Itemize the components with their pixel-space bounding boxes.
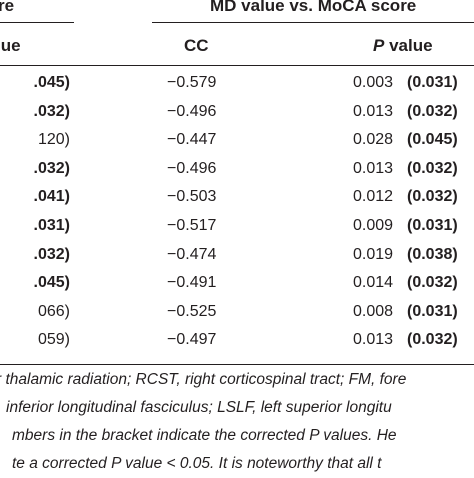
table-bottom-rule — [0, 364, 474, 365]
right-group-rule — [152, 22, 474, 23]
cc-cell: −0.491 — [167, 274, 217, 291]
corrected-p-cell: 066) — [37, 303, 70, 320]
cc-column-header: CC — [184, 36, 209, 55]
p-value-cell: 0.003 — [353, 74, 394, 91]
p-value-cell: 0.008 — [353, 303, 394, 320]
footnote-line: mbers in the bracket indicate the correc… — [12, 427, 397, 444]
cc-cell: −0.517 — [167, 217, 217, 234]
p-value-cell: 0.013 — [353, 331, 394, 348]
corrected-p-cell: .032) — [33, 246, 70, 263]
corrected-p-cell: .045) — [33, 274, 70, 291]
header-bottom-rule — [0, 65, 474, 66]
corrected-p-value-cell: (0.032) — [407, 331, 458, 348]
left-column-header: lue — [0, 36, 21, 55]
footnote-line: r thalamic radiation; RCST, right cortic… — [0, 371, 407, 388]
cc-cell: −0.525 — [167, 303, 217, 320]
left-group-rule — [0, 22, 74, 23]
corrected-p-cell: .045) — [33, 74, 70, 91]
left-group-header: re — [0, 0, 15, 15]
cc-cell: −0.447 — [167, 131, 217, 148]
footnote-line: inferior longitudinal fasciculus; LSLF, … — [6, 399, 392, 416]
corrected-p-cell: .032) — [33, 103, 70, 120]
p-value-cell: 0.012 — [353, 188, 394, 205]
corrected-p-cell: .041) — [33, 188, 70, 205]
corrected-p-cell: 059) — [37, 331, 70, 348]
p-value-label: value — [384, 36, 433, 55]
corrected-p-value-cell: (0.032) — [407, 188, 458, 205]
corrected-p-value-cell: (0.045) — [407, 131, 458, 148]
p-value-cell: 0.013 — [353, 160, 394, 177]
right-group-header: MD value vs. MoCA score — [210, 0, 417, 15]
corrected-p-value-cell: (0.031) — [407, 74, 458, 91]
cc-cell: −0.503 — [167, 188, 217, 205]
corrected-p-value-cell: (0.032) — [407, 103, 458, 120]
corrected-p-value-cell: (0.038) — [407, 246, 458, 263]
cc-cell: −0.496 — [167, 103, 217, 120]
footnote-line: te a corrected P value < 0.05. It is not… — [12, 455, 382, 472]
cc-cell: −0.474 — [167, 246, 217, 263]
corrected-p-value-cell: (0.032) — [407, 160, 458, 177]
p-italic: P — [373, 36, 385, 55]
p-value-cell: 0.013 — [353, 103, 394, 120]
corrected-p-value-cell: (0.031) — [407, 303, 458, 320]
p-value-cell: 0.019 — [353, 246, 394, 263]
corrected-p-cell: .032) — [33, 160, 70, 177]
cc-cell: −0.496 — [167, 160, 217, 177]
p-value-cell: 0.028 — [353, 131, 394, 148]
p-value-cell: 0.014 — [353, 274, 394, 291]
corrected-p-cell: 120) — [37, 131, 70, 148]
cc-cell: −0.497 — [167, 331, 217, 348]
p-value-cell: 0.009 — [353, 217, 394, 234]
corrected-p-value-cell: (0.031) — [407, 217, 458, 234]
corrected-p-value-cell: (0.032) — [407, 274, 458, 291]
p-value-column-header: P value — [373, 36, 433, 56]
corrected-p-cell: .031) — [33, 217, 70, 234]
cc-cell: −0.579 — [167, 74, 217, 91]
